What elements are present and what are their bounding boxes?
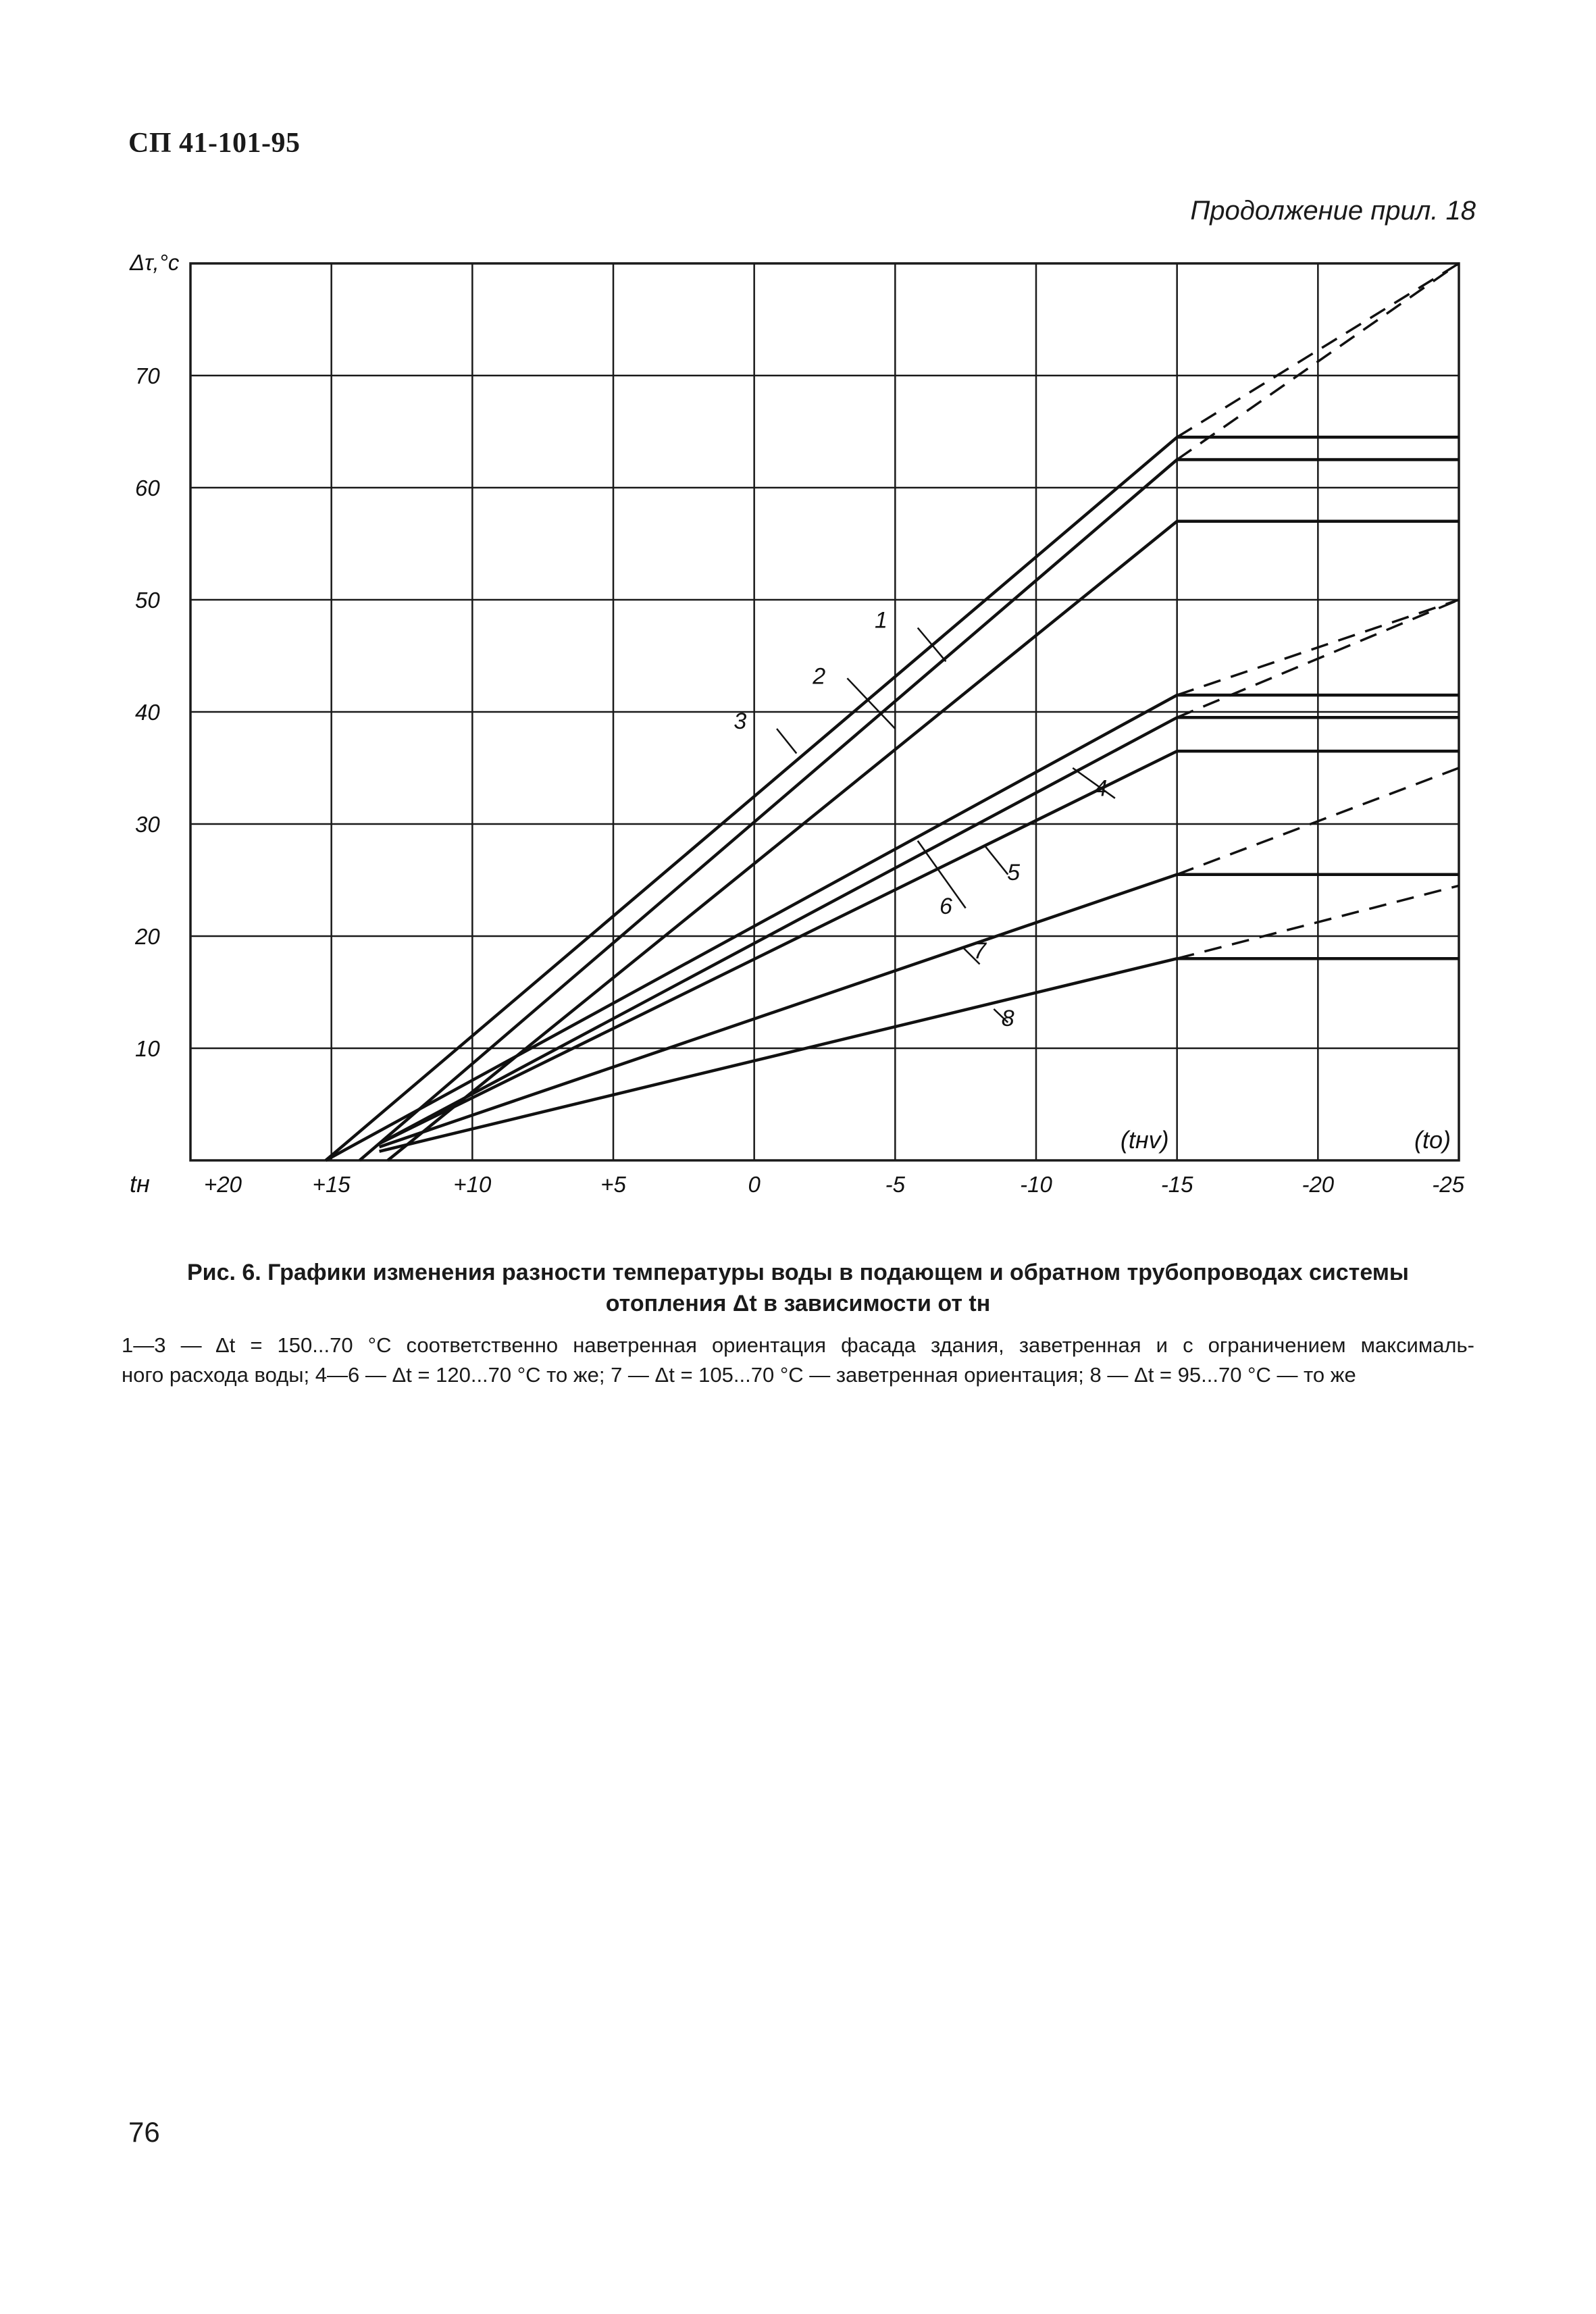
x-tick-label: +10	[453, 1172, 492, 1197]
leader-line-6	[917, 840, 967, 909]
x-tick-label: +20	[204, 1172, 242, 1197]
leader-line-5	[984, 846, 1009, 875]
series-line-8	[379, 956, 1459, 1153]
page-number: 76	[128, 2116, 160, 2148]
series-extension-7	[1177, 767, 1460, 876]
curve-label-6: 6	[939, 894, 952, 919]
series-line-3	[386, 519, 1459, 1162]
curve-label-2: 2	[812, 664, 825, 690]
x-tick-label: +15	[313, 1172, 351, 1197]
figure-caption-line-1: Рис. 6. Графики изменения разности темпе…	[187, 1260, 1409, 1285]
leader-line-7	[962, 946, 981, 965]
x-tick-label: -15	[1161, 1172, 1193, 1197]
x-tick-label: -20	[1302, 1172, 1334, 1197]
leader-line-3	[776, 728, 798, 754]
figure-caption-line-2: отопления Δt в зависимости от tн	[605, 1291, 991, 1316]
y-axis-label: Δτ,°с	[129, 250, 180, 275]
y-tick-label: 30	[135, 812, 160, 837]
y-tick-label: 20	[134, 924, 160, 949]
y-tick-label: 50	[135, 588, 160, 613]
x-tick-label: -5	[885, 1172, 906, 1197]
x-axis-label: tн	[130, 1170, 150, 1198]
x-tick-label: -10	[1020, 1172, 1052, 1197]
leader-line-2	[846, 677, 896, 729]
curve-label-4: 4	[1095, 776, 1108, 802]
curve-label-8: 8	[1002, 1006, 1014, 1031]
leader-line-1	[917, 627, 947, 663]
y-tick-label: 10	[135, 1036, 160, 1061]
curve-label-1: 1	[875, 608, 887, 634]
curve-label-3: 3	[733, 709, 746, 734]
series-line-7	[378, 873, 1459, 1149]
leader-line-8	[993, 1008, 1009, 1023]
x-tick-label: -25	[1432, 1172, 1464, 1197]
series-line-1	[324, 436, 1459, 1162]
series-line-5	[378, 716, 1459, 1146]
curve-label-5: 5	[1007, 860, 1020, 885]
legend-note-line-1: 1—3 — Δt = 150...70 °С соответственно на…	[122, 1333, 1474, 1357]
x-tick-label: +5	[600, 1172, 626, 1197]
document-code: СП 41-101-95	[128, 128, 301, 159]
legend-note-line-2: ного расхода воды; 4—6 — Δt = 120...70 °…	[122, 1363, 1356, 1387]
series-line-2	[358, 458, 1459, 1162]
heating-chart: 1 2 3 4 5 67 8 10 20 30 40 50 60 70 Δτ,°с tн +20 +15 +10 +…	[129, 250, 1465, 1198]
axis-marker-label: (tнv)	[1121, 1126, 1169, 1154]
series-extension-2	[1176, 262, 1460, 461]
series-extension-8	[1177, 884, 1460, 960]
curve-label-7: 7	[973, 938, 987, 964]
y-tick-label: 40	[135, 700, 160, 725]
x-tick-label: 0	[748, 1172, 761, 1197]
y-tick-label: 60	[135, 475, 160, 500]
series-extension-5	[1176, 598, 1460, 719]
leader-line-4	[1072, 767, 1116, 799]
continuation-note: Продолжение прил. 18	[1190, 196, 1476, 226]
series-line-4	[325, 693, 1459, 1162]
y-tick-label: 70	[135, 363, 160, 388]
series-line-6	[378, 749, 1459, 1146]
series-extension-4	[1177, 598, 1460, 696]
axis-marker-label: (tо)	[1414, 1126, 1451, 1154]
